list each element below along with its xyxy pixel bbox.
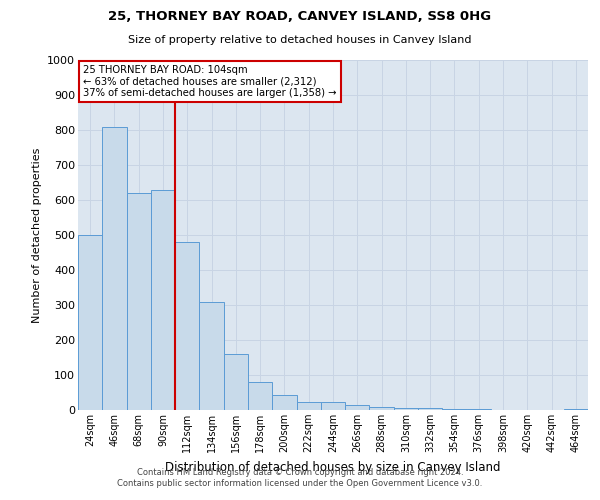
Bar bbox=[224, 354, 248, 410]
Bar bbox=[296, 402, 321, 410]
Text: 25, THORNEY BAY ROAD, CANVEY ISLAND, SS8 0HG: 25, THORNEY BAY ROAD, CANVEY ISLAND, SS8… bbox=[109, 10, 491, 23]
Bar bbox=[272, 395, 296, 410]
Text: 25 THORNEY BAY ROAD: 104sqm
← 63% of detached houses are smaller (2,312)
37% of : 25 THORNEY BAY ROAD: 104sqm ← 63% of det… bbox=[83, 66, 337, 98]
Y-axis label: Number of detached properties: Number of detached properties bbox=[32, 148, 41, 322]
X-axis label: Distribution of detached houses by size in Canvey Island: Distribution of detached houses by size … bbox=[165, 460, 501, 473]
Bar bbox=[199, 302, 224, 410]
Bar bbox=[127, 193, 151, 410]
Text: Contains HM Land Registry data © Crown copyright and database right 2024.
Contai: Contains HM Land Registry data © Crown c… bbox=[118, 468, 482, 487]
Text: Size of property relative to detached houses in Canvey Island: Size of property relative to detached ho… bbox=[128, 35, 472, 45]
Bar bbox=[248, 382, 272, 410]
Bar bbox=[321, 402, 345, 410]
Bar bbox=[370, 406, 394, 410]
Bar bbox=[78, 235, 102, 410]
Bar bbox=[102, 126, 127, 410]
Bar bbox=[442, 409, 467, 410]
Bar bbox=[151, 190, 175, 410]
Bar bbox=[175, 242, 199, 410]
Bar bbox=[394, 408, 418, 410]
Bar bbox=[345, 405, 370, 410]
Bar bbox=[418, 408, 442, 410]
